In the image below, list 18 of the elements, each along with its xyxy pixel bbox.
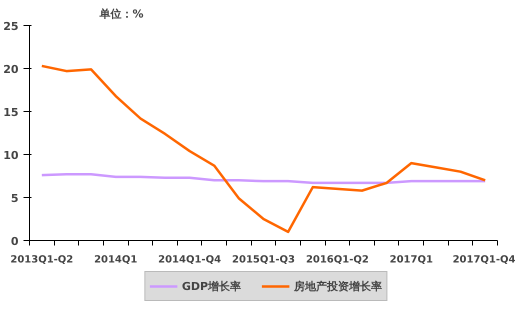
x-tick-label: 2017Q1 (390, 254, 433, 266)
x-tick-label: 2016Q1-Q2 (306, 254, 369, 266)
x-tick-label: 2013Q1-Q2 (10, 254, 74, 266)
line-series (40, 173, 486, 184)
y-tick-label: 25 (3, 20, 19, 33)
y-tick-label: 15 (3, 106, 19, 119)
x-tick-label: 2014Q1 (94, 254, 138, 266)
chart-title: 单位：% (98, 8, 144, 20)
line-series (40, 64, 486, 234)
x-tick-label: 2015Q1-Q3 (232, 254, 295, 266)
y-tick-label: 20 (3, 63, 19, 76)
x-tick-label: 2014Q1-Q4 (158, 254, 222, 266)
x-tick-label: 2017Q1-Q4 (452, 254, 516, 266)
y-tick-label: 10 (3, 149, 19, 162)
legend-label: 房地产投资增长率 (294, 278, 382, 294)
y-tick-label: 5 (10, 192, 18, 205)
legend-label: GDP增长率 (182, 278, 242, 294)
y-tick-label: 0 (10, 235, 19, 248)
